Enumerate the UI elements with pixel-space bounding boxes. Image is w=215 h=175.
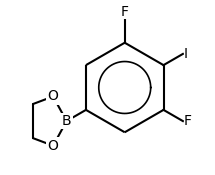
- Text: B: B: [62, 114, 71, 128]
- Text: F: F: [121, 5, 129, 19]
- Text: F: F: [184, 114, 192, 128]
- Text: I: I: [184, 47, 188, 61]
- Text: O: O: [48, 89, 58, 103]
- Text: O: O: [48, 139, 58, 153]
